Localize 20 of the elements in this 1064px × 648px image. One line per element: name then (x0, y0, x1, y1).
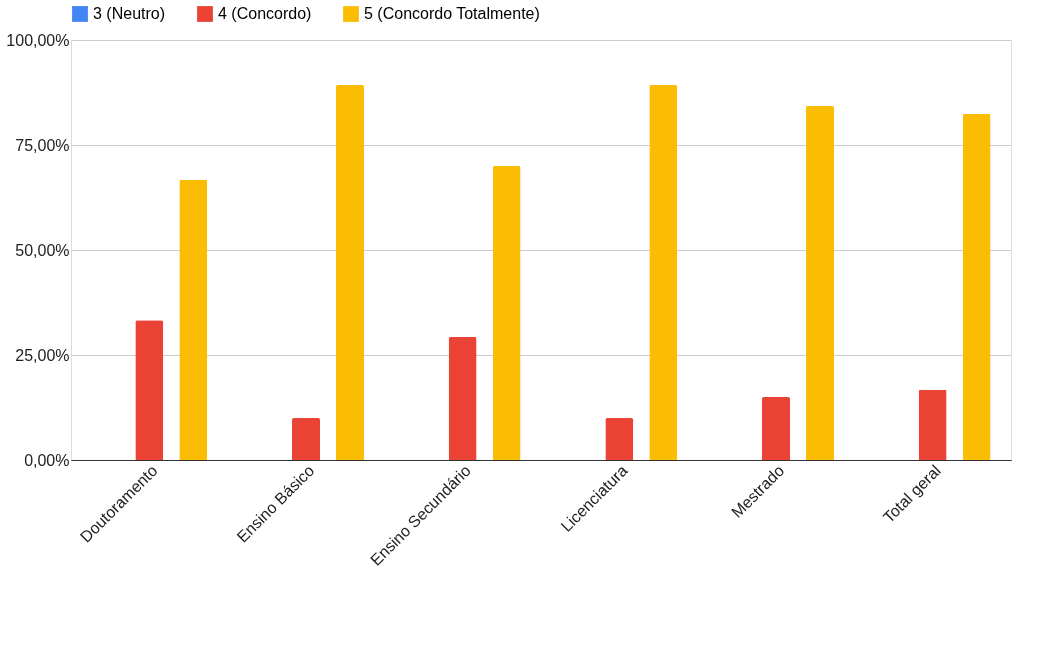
y-tick-label: 0,00% (24, 451, 70, 469)
bar (135, 320, 164, 460)
y-tick-label: 50,00% (15, 241, 70, 259)
bar (292, 418, 320, 460)
bar (448, 336, 477, 460)
bar (649, 84, 678, 460)
bar (805, 105, 834, 460)
bar (762, 397, 790, 460)
y-tick-label: 75,00% (15, 136, 70, 154)
y-tick-label: 25,00% (15, 346, 70, 364)
bar (918, 389, 947, 460)
y-tick-label: 100,00% (6, 31, 70, 49)
bar (605, 418, 634, 460)
bar (492, 166, 521, 460)
legend-label: 5 (Concordo Totalmente) (364, 5, 540, 22)
legend-label: 4 (Concordo) (218, 5, 312, 22)
legend-label: 3 (Neutro) (93, 5, 166, 22)
bar (962, 113, 991, 460)
bar (179, 179, 208, 460)
bar (335, 84, 364, 460)
